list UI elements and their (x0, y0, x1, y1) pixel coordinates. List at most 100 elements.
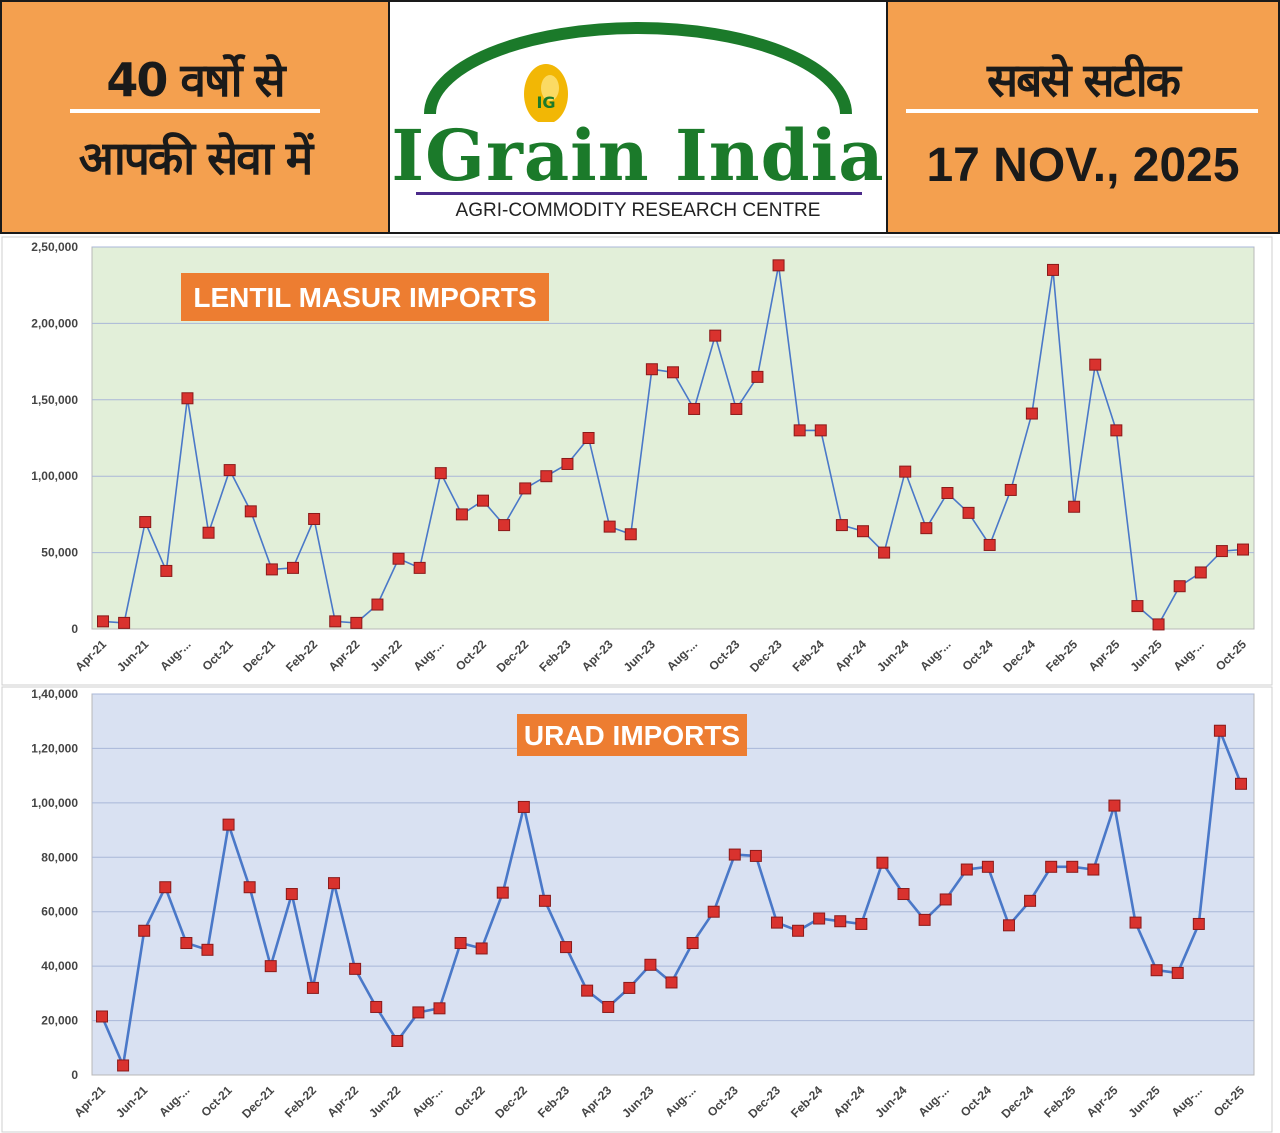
data-point (939, 893, 952, 906)
data-point (855, 917, 868, 930)
data-point (202, 526, 215, 539)
data-point (1171, 966, 1184, 979)
data-point (644, 958, 657, 971)
data-point (707, 905, 720, 918)
date-panel: सबसे सटीक 17 NOV., 2025 (886, 0, 1280, 234)
data-point (413, 561, 426, 574)
data-point (813, 912, 826, 925)
urad-imports-chart: 0 20,000 40,000 60,000 80,000 1,00,000 1,20,00… (1, 686, 1273, 1133)
data-point (1237, 543, 1249, 556)
data-point (1235, 777, 1247, 790)
data-point (223, 464, 236, 477)
report-date: 17 NOV., 2025 (926, 139, 1240, 192)
y-tick-label: 0 (71, 622, 78, 636)
data-point (1066, 860, 1079, 873)
tagline-divider (70, 109, 320, 113)
data-point (749, 849, 762, 862)
data-point (897, 888, 910, 901)
data-point (983, 538, 996, 551)
data-point (688, 402, 701, 415)
data-point (602, 1000, 615, 1013)
data-point (560, 941, 573, 954)
data-point (899, 465, 912, 478)
data-point (582, 432, 595, 444)
data-point (118, 616, 131, 629)
data-point (477, 494, 489, 507)
y-tick-label: 1,40,000 (31, 687, 78, 701)
y-tick-label: 0 (71, 1068, 78, 1082)
data-point (1152, 618, 1165, 631)
data-point (1045, 860, 1058, 873)
data-point (962, 506, 975, 519)
data-point (1068, 500, 1081, 513)
data-point (686, 937, 699, 950)
chart-title: URAD IMPORTS (524, 720, 740, 751)
data-point (243, 881, 256, 894)
logo-underline (416, 192, 862, 195)
data-point (1087, 863, 1100, 876)
y-tick-label: 2,50,000 (31, 240, 78, 254)
data-point (1089, 358, 1102, 371)
header: 40 वर्षो से आपकी सेवा में IG IGrain Indi… (0, 0, 1280, 236)
data-point (496, 886, 509, 899)
data-point (328, 877, 341, 890)
data-point (730, 402, 743, 415)
data-point (1192, 917, 1205, 930)
date-divider (906, 109, 1258, 113)
data-point (349, 962, 362, 975)
data-point (878, 546, 891, 559)
data-point (834, 915, 847, 928)
data-point (455, 508, 468, 521)
y-tick-label: 80,000 (41, 850, 78, 864)
data-point (138, 924, 151, 937)
data-point (222, 818, 235, 831)
data-point (857, 525, 869, 538)
data-point (665, 976, 678, 989)
data-point (117, 1059, 130, 1072)
accuracy-text: सबसे सटीक (987, 53, 1181, 107)
data-point (180, 937, 193, 950)
y-tick-label: 60,000 (41, 905, 78, 919)
logo-name: IGrain India (391, 114, 885, 197)
data-point (1047, 263, 1059, 276)
data-point (918, 913, 931, 926)
tagline-line2: आपकी सेवा में (78, 131, 314, 185)
data-point (793, 424, 806, 437)
data-point (1024, 894, 1037, 907)
data-point (517, 800, 530, 813)
data-point (264, 960, 277, 973)
data-point (561, 457, 574, 470)
data-point (412, 1006, 425, 1019)
y-tick-label: 1,50,000 (31, 393, 78, 407)
data-point (667, 366, 679, 379)
data-point (498, 519, 511, 532)
y-tick-label: 50,000 (41, 546, 78, 560)
data-point (160, 564, 173, 577)
data-point (244, 505, 257, 518)
data-point (434, 467, 447, 480)
chart-title-box (517, 714, 747, 756)
data-point (1025, 407, 1038, 420)
data-point (960, 863, 973, 876)
data-point (350, 616, 363, 629)
data-point (139, 516, 152, 529)
y-tick-label: 40,000 (41, 959, 78, 973)
data-point (538, 894, 551, 907)
data-point (624, 528, 637, 541)
data-point (645, 363, 658, 376)
data-point (623, 981, 636, 994)
data-point (433, 1002, 446, 1015)
chart-title-box (181, 273, 549, 321)
data-point (876, 856, 889, 869)
data-point (792, 924, 805, 937)
data-point (391, 1034, 404, 1047)
data-point (475, 942, 488, 955)
tagline-line1: 40 वर्षो से (106, 53, 285, 107)
data-point (1108, 799, 1121, 812)
data-point (1110, 424, 1123, 437)
data-point (770, 916, 783, 929)
data-point (981, 860, 994, 873)
data-point (1194, 566, 1207, 579)
data-point (181, 392, 194, 405)
data-point (772, 259, 785, 272)
